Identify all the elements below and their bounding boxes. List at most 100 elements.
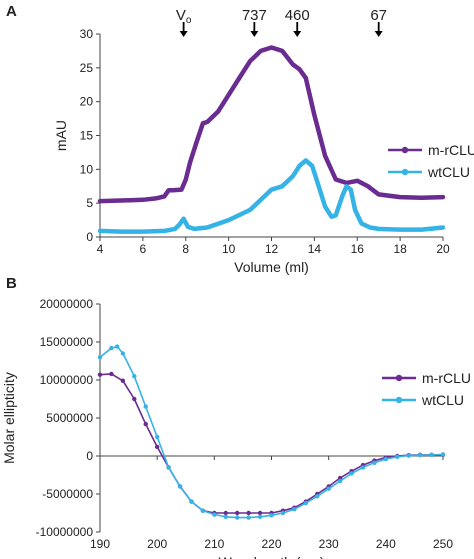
data-point <box>120 351 126 356</box>
data-point <box>280 510 286 516</box>
series-line-1 <box>99 345 444 519</box>
data-point <box>132 374 137 379</box>
legend-label: m-rCLU <box>422 370 471 386</box>
y-tick-label: -10000000 <box>36 525 94 539</box>
data-point <box>360 465 366 470</box>
x-axis-label: Wavelength (nm) <box>218 554 324 559</box>
data-point <box>429 452 434 458</box>
data-point <box>109 345 114 351</box>
x-tick-label: 16 <box>351 242 365 256</box>
data-point <box>235 515 240 520</box>
x-tick-label: 14 <box>308 242 322 256</box>
data-point <box>223 514 228 519</box>
marker-label-sub: o <box>186 15 192 26</box>
data-point <box>372 460 377 466</box>
legend-label: m-rCLU <box>428 142 474 158</box>
data-point <box>189 499 194 504</box>
data-point <box>200 508 206 513</box>
x-tick-label: 250 <box>433 537 453 551</box>
x-tick-label: 4 <box>97 242 104 256</box>
x-tick-label: 220 <box>261 537 281 551</box>
y-tick-label: -5000000 <box>42 487 93 501</box>
panel-label-b: B <box>6 275 17 292</box>
y-tick-label: 0 <box>86 449 93 463</box>
data-point <box>97 355 103 360</box>
marker-arrow-head <box>250 31 259 37</box>
data-point <box>395 454 400 459</box>
marker-arrow-head <box>374 31 383 37</box>
y-tick-label: 20000000 <box>40 297 94 311</box>
series-line-0 <box>97 45 446 204</box>
legend-label: wtCLU <box>427 164 470 180</box>
x-tick-label: 210 <box>204 537 224 551</box>
y-tick-label: 15 <box>80 129 94 143</box>
data-point <box>269 513 274 518</box>
data-point <box>154 434 160 440</box>
x-tick-label: 190 <box>90 537 110 551</box>
data-point <box>417 453 423 458</box>
data-point <box>326 486 331 491</box>
x-tick-label: 10 <box>222 242 236 256</box>
series-line-0 <box>99 373 444 514</box>
legend-swatch-marker <box>395 396 403 404</box>
x-tick-label: 6 <box>140 242 147 256</box>
data-point <box>383 456 389 462</box>
y-tick-label: 5000000 <box>46 411 93 425</box>
y-tick-label: 30 <box>80 27 94 41</box>
data-point <box>246 510 251 516</box>
marker-label: 67 <box>370 7 387 24</box>
y-tick-label: 15000000 <box>40 335 94 349</box>
data-point <box>303 500 308 506</box>
data-point <box>257 510 263 516</box>
y-tick-label: 20 <box>80 95 94 109</box>
data-point <box>109 371 114 377</box>
data-point <box>406 453 411 458</box>
series-line-1 <box>97 158 446 234</box>
y-tick-label: 25 <box>80 61 94 75</box>
y-tick-label: 5 <box>86 196 93 210</box>
x-tick-label: 8 <box>182 242 189 256</box>
data-point <box>315 494 320 499</box>
y-tick-label: 0 <box>86 230 93 244</box>
data-point <box>166 465 171 470</box>
data-point <box>337 475 343 481</box>
data-point <box>337 478 343 484</box>
panel-label-a: A <box>6 3 17 20</box>
x-tick-label: 200 <box>147 537 167 551</box>
marker-arrow-head <box>179 31 188 37</box>
data-point <box>154 444 160 450</box>
data-point <box>440 452 446 457</box>
legend-swatch-marker <box>401 146 409 154</box>
data-point <box>97 372 103 377</box>
data-point <box>120 378 126 383</box>
data-point <box>292 507 297 512</box>
data-point <box>235 510 240 516</box>
chart-a: 0 5 10 15 20 25 30 4 6 8 10 12 14 16 18 20 Volume (ml) mA… <box>53 7 474 275</box>
x-tick-label: 240 <box>376 537 396 551</box>
x-axis-label: Volume (ml) <box>234 259 309 275</box>
legend-label: wtCLU <box>421 392 464 408</box>
x-tick-label: 230 <box>319 537 339 551</box>
y-axis-label: mAU <box>53 120 69 151</box>
x-tick-label: 20 <box>436 242 450 256</box>
marker-label: 460 <box>285 7 310 24</box>
x-tick-label: 12 <box>265 242 279 256</box>
data-point <box>143 421 148 427</box>
data-point <box>143 404 148 409</box>
legend-swatch-marker <box>395 374 403 382</box>
marker-arrow-head <box>293 31 302 37</box>
y-tick-label: 10 <box>80 162 94 176</box>
y-axis-label: Molar ellipticity <box>1 372 17 464</box>
chart-b: -10000000 -5000000 0 5000000 10000000 1500000… <box>1 297 471 559</box>
y-tick-label: 10000000 <box>40 373 94 387</box>
data-point <box>246 515 251 520</box>
data-point <box>212 512 217 517</box>
legend-swatch-marker <box>401 168 409 176</box>
data-point <box>349 471 354 476</box>
data-point <box>257 514 263 519</box>
data-point <box>223 510 228 516</box>
marker-label: 737 <box>242 7 267 24</box>
data-point <box>114 344 120 349</box>
data-point <box>132 396 137 402</box>
